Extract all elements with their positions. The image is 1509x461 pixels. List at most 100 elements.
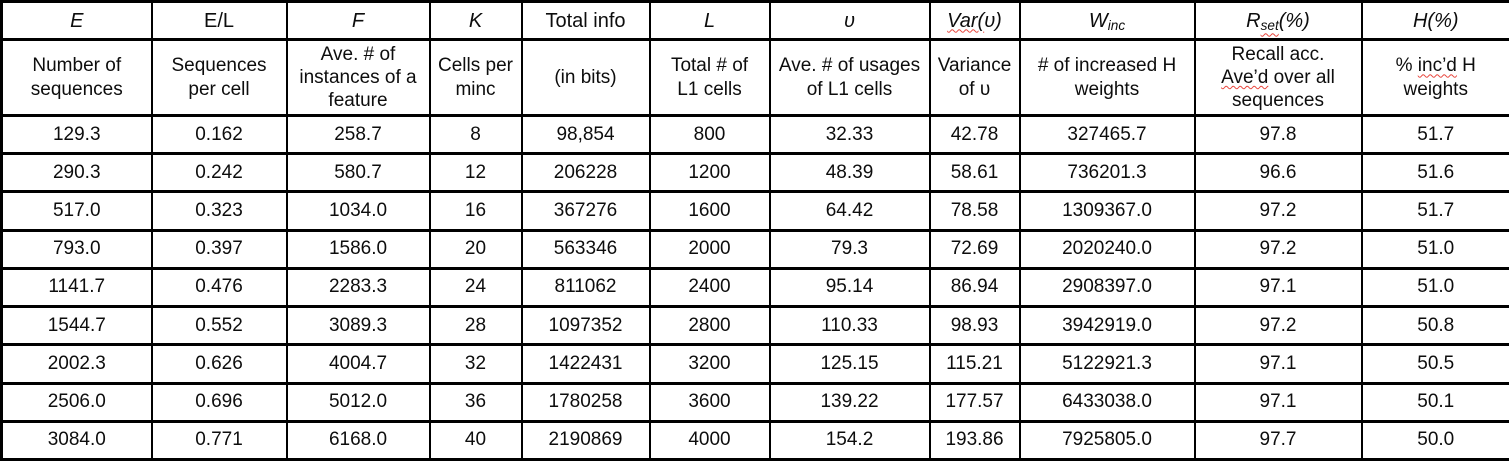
table-cell: 327465.7 bbox=[1018, 113, 1196, 156]
col-header-var: Var(υ) bbox=[928, 0, 1021, 41]
table-cell: 3942919.0 bbox=[1018, 305, 1196, 347]
col-symbol-rset: Rset(%) bbox=[1246, 9, 1310, 34]
table-cell: 32.33 bbox=[768, 113, 931, 156]
table-row: 129.3 0.162 258.7 8 98,854 800 32.33 42.78 32746… bbox=[0, 113, 1509, 156]
table-cell: 48.39 bbox=[768, 152, 931, 194]
table-cell: 12 bbox=[428, 152, 523, 194]
table-cell: 0.476 bbox=[150, 266, 288, 309]
table-cell: 1422431 bbox=[520, 343, 651, 385]
table-cell: 51.0 bbox=[1360, 228, 1509, 270]
col-header-total-info: Total info bbox=[520, 0, 651, 41]
table-cell: 0.626 bbox=[150, 343, 288, 385]
table-cell: 50.1 bbox=[1360, 381, 1509, 423]
table-cell: 50.0 bbox=[1360, 419, 1509, 461]
col-symbol-f: F bbox=[351, 9, 365, 32]
table-cell: 0.552 bbox=[150, 305, 288, 347]
table-cell: 0.696 bbox=[150, 381, 288, 423]
col-subheader-total-info: (in bits) bbox=[520, 38, 651, 117]
table-cell: 0.242 bbox=[150, 152, 288, 194]
table-cell: 736201.3 bbox=[1018, 152, 1196, 194]
table-cell: 58.61 bbox=[928, 152, 1021, 194]
table-cell: 193.86 bbox=[928, 419, 1021, 461]
table-cell: 97.8 bbox=[1193, 113, 1363, 156]
table-row: 793.0 0.397 1586.0 20 563346 2000 79.3 72.69 202… bbox=[0, 228, 1509, 270]
table-header: E E/L F K Total info L υ Var(υ) Winc Rse… bbox=[0, 0, 1509, 117]
table-cell: 28 bbox=[428, 305, 523, 347]
table-cell: 79.3 bbox=[768, 228, 931, 270]
table-cell: 40 bbox=[428, 419, 523, 461]
col-header-upsilon: υ bbox=[768, 0, 931, 41]
table-cell: 1141.7 bbox=[0, 266, 153, 309]
symbol-header-row: E E/L F K Total info L υ Var(υ) Winc Rse… bbox=[0, 0, 1509, 41]
table-cell: 2283.3 bbox=[285, 266, 431, 309]
table-cell: 51.7 bbox=[1360, 113, 1509, 156]
table-row: 2002.3 0.626 4004.7 32 1422431 3200 125.15 115.… bbox=[0, 343, 1509, 385]
table-cell: 5122921.3 bbox=[1018, 343, 1196, 385]
table-cell: 3200 bbox=[648, 343, 771, 385]
col-header-rset: Rset(%) bbox=[1193, 0, 1363, 41]
table-cell: 1200 bbox=[648, 152, 771, 194]
table-cell: 0.771 bbox=[150, 419, 288, 461]
col-subheader-var: Variance of υ bbox=[928, 38, 1021, 117]
table-cell: 64.42 bbox=[768, 190, 931, 232]
table-cell: 2800 bbox=[648, 305, 771, 347]
table-cell: 78.58 bbox=[928, 190, 1021, 232]
col-header-winc: Winc bbox=[1018, 0, 1196, 41]
col-header-l: L bbox=[648, 0, 771, 41]
table-cell: 0.162 bbox=[150, 113, 288, 156]
table-cell: 1097352 bbox=[520, 305, 651, 347]
col-subheader-e: Number of sequences bbox=[0, 38, 153, 117]
table-cell: 2020240.0 bbox=[1018, 228, 1196, 270]
table-cell: 2506.0 bbox=[0, 381, 153, 423]
table-cell: 3089.3 bbox=[285, 305, 431, 347]
col-subheader-k: Cells per minc bbox=[428, 38, 523, 117]
table-cell: 1780258 bbox=[520, 381, 651, 423]
table-cell: 86.94 bbox=[928, 266, 1021, 309]
table-cell: 96.6 bbox=[1193, 152, 1363, 194]
table-cell: 5012.0 bbox=[285, 381, 431, 423]
table-cell: 1309367.0 bbox=[1018, 190, 1196, 232]
col-subheader-f: Ave. # of instances of a feature bbox=[285, 38, 431, 117]
table-cell: 7925805.0 bbox=[1018, 419, 1196, 461]
table-cell: 177.57 bbox=[928, 381, 1021, 423]
table-cell: 97.1 bbox=[1193, 381, 1363, 423]
spellcheck-squiggle-incd: inc’d bbox=[1417, 55, 1457, 77]
table-cell: 3600 bbox=[648, 381, 771, 423]
table-cell: 24 bbox=[428, 266, 523, 309]
table-cell: 72.69 bbox=[928, 228, 1021, 270]
table-cell: 1034.0 bbox=[285, 190, 431, 232]
table-cell: 1586.0 bbox=[285, 228, 431, 270]
col-header-el: E/L bbox=[150, 0, 288, 41]
table-cell: 517.0 bbox=[0, 190, 153, 232]
col-symbol-winc: Winc bbox=[1088, 9, 1126, 34]
rset-subscript-spellcheck-squiggle: set bbox=[1260, 18, 1279, 34]
table-cell: 42.78 bbox=[928, 113, 1021, 156]
table-cell: 258.7 bbox=[285, 113, 431, 156]
table-row: 517.0 0.323 1034.0 16 367276 1600 64.42 78.58 13… bbox=[0, 190, 1509, 232]
table-cell: 97.2 bbox=[1193, 228, 1363, 270]
table-cell: 800 bbox=[648, 113, 771, 156]
col-subheader-el: Sequences per cell bbox=[150, 38, 288, 117]
col-header-e: E bbox=[0, 0, 153, 41]
table-cell: 97.7 bbox=[1193, 419, 1363, 461]
col-header-k: K bbox=[428, 0, 523, 41]
spellcheck-squiggle-aved: Ave’d bbox=[1221, 66, 1269, 88]
winc-subscript: inc bbox=[1107, 18, 1126, 34]
table-cell: 36 bbox=[428, 381, 523, 423]
table-row: 1141.7 0.476 2283.3 24 811062 2400 95.14 86.94 2… bbox=[0, 266, 1509, 309]
table-cell: 811062 bbox=[520, 266, 651, 309]
table-cell: 97.1 bbox=[1193, 266, 1363, 309]
table-row: 1544.7 0.552 3089.3 28 1097352 2800 110.33 98.9… bbox=[0, 305, 1509, 347]
table-cell: 97.1 bbox=[1193, 343, 1363, 385]
table-cell: 1544.7 bbox=[0, 305, 153, 347]
description-header-row: Number of sequences Sequences per cell Ave… bbox=[0, 38, 1509, 117]
col-subheader-l: Total # of L1 cells bbox=[648, 38, 771, 117]
table-cell: 50.8 bbox=[1360, 305, 1509, 347]
table-cell: 0.397 bbox=[150, 228, 288, 270]
table-cell: 16 bbox=[428, 190, 523, 232]
col-header-f: F bbox=[285, 0, 431, 41]
table-cell: 290.3 bbox=[0, 152, 153, 194]
table-row: 3084.0 0.771 6168.0 40 2190869 4000 154.2 193.8… bbox=[0, 419, 1509, 461]
